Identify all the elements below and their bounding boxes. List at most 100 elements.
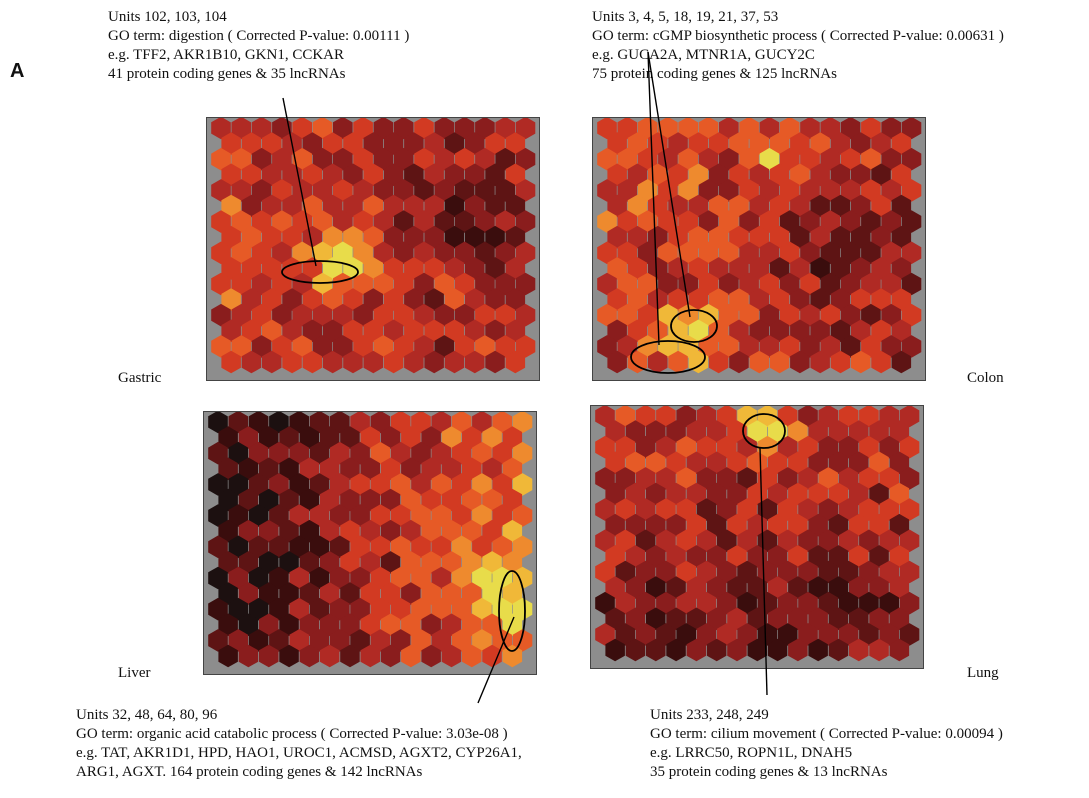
som-hex — [698, 272, 719, 296]
som-hex — [319, 426, 340, 449]
som-hex — [891, 288, 912, 311]
som-hex — [340, 488, 360, 512]
som-hex — [851, 319, 871, 343]
som-hex — [299, 426, 320, 449]
som-hex — [411, 412, 431, 434]
som-hex — [861, 241, 881, 265]
som-hex — [515, 303, 536, 327]
som-hex — [340, 613, 360, 637]
som-hex — [411, 629, 431, 652]
som-hex — [777, 529, 798, 553]
gastric-annotation: Units 102, 103, 104 GO term: digestion (… — [108, 8, 409, 84]
som-hex — [635, 498, 656, 521]
som-hex — [727, 638, 747, 662]
som-hex — [840, 118, 861, 140]
som-hex — [749, 350, 769, 374]
som-hex — [739, 210, 759, 233]
som-hex — [808, 607, 828, 631]
som-hex — [373, 303, 394, 327]
som-hex — [451, 535, 472, 559]
som-hex — [899, 406, 920, 428]
som-hex — [319, 457, 340, 481]
som-hex — [421, 613, 441, 637]
som-hex — [769, 163, 790, 187]
som-hex — [605, 513, 625, 537]
som-hex — [625, 482, 646, 506]
som-hex — [462, 426, 482, 449]
som-hex — [869, 451, 889, 475]
som-hex — [597, 272, 617, 296]
gastric-units: Units 102, 103, 104 — [108, 9, 227, 25]
som-hex — [656, 560, 676, 584]
som-hex — [688, 163, 709, 187]
som-hex — [800, 147, 820, 171]
som-hex — [859, 498, 879, 521]
som-hex — [353, 179, 373, 202]
som-hex — [737, 560, 757, 584]
som-hex — [472, 412, 492, 434]
som-hex — [279, 488, 299, 512]
som-hex — [444, 350, 465, 374]
som-hex — [350, 504, 370, 527]
som-hex — [749, 194, 769, 218]
som-hex — [838, 435, 859, 459]
som-hex — [383, 257, 404, 280]
som-hex — [617, 118, 638, 140]
som-hex — [676, 623, 696, 646]
som-hex — [465, 319, 485, 343]
som-hex — [495, 303, 515, 327]
som-hex — [696, 591, 717, 615]
som-hex — [434, 335, 455, 358]
som-hex — [869, 576, 889, 599]
som-hex — [739, 179, 759, 202]
som-hex — [879, 467, 899, 490]
som-hex — [482, 426, 502, 449]
som-hex — [309, 412, 330, 434]
som-hex — [676, 560, 696, 584]
som-hex — [441, 551, 462, 574]
som-hex — [231, 118, 252, 140]
som-hex — [411, 504, 431, 527]
som-hex — [462, 644, 482, 668]
som-hex — [279, 551, 299, 574]
som-hex — [808, 420, 828, 443]
som-hex — [729, 288, 749, 311]
som-hex — [830, 225, 851, 249]
som-hex — [686, 638, 707, 662]
som-hex — [373, 147, 394, 171]
som-hex — [322, 350, 343, 374]
som-hex — [696, 498, 717, 521]
som-hex — [696, 406, 717, 428]
som-hex — [218, 551, 238, 574]
som-hex — [635, 467, 656, 490]
som-hex — [861, 118, 881, 140]
som-hex — [431, 473, 452, 496]
som-hex — [434, 241, 455, 265]
som-hex — [859, 591, 879, 615]
som-hex — [414, 210, 434, 233]
som-hex — [302, 288, 323, 311]
som-hex — [218, 488, 238, 512]
som-hex — [444, 257, 465, 280]
som-hex — [889, 638, 910, 662]
som-hex — [465, 163, 485, 187]
som-hex — [390, 535, 411, 559]
som-hex — [390, 629, 411, 652]
som-hex — [625, 545, 646, 568]
som-hex — [404, 163, 424, 187]
som-hex — [238, 426, 259, 449]
som-hex — [749, 225, 769, 249]
som-hex — [635, 406, 656, 428]
som-hex — [441, 582, 462, 605]
som-hex — [779, 118, 800, 140]
som-hex — [360, 426, 380, 449]
som-hex — [404, 350, 424, 374]
som-hex — [211, 147, 231, 171]
som-hex — [343, 225, 363, 249]
som-hex — [597, 303, 617, 327]
som-hex — [788, 513, 808, 537]
som-hex — [441, 644, 462, 668]
som-hex — [656, 435, 676, 459]
som-hex — [688, 225, 709, 249]
som-hex — [462, 551, 482, 574]
